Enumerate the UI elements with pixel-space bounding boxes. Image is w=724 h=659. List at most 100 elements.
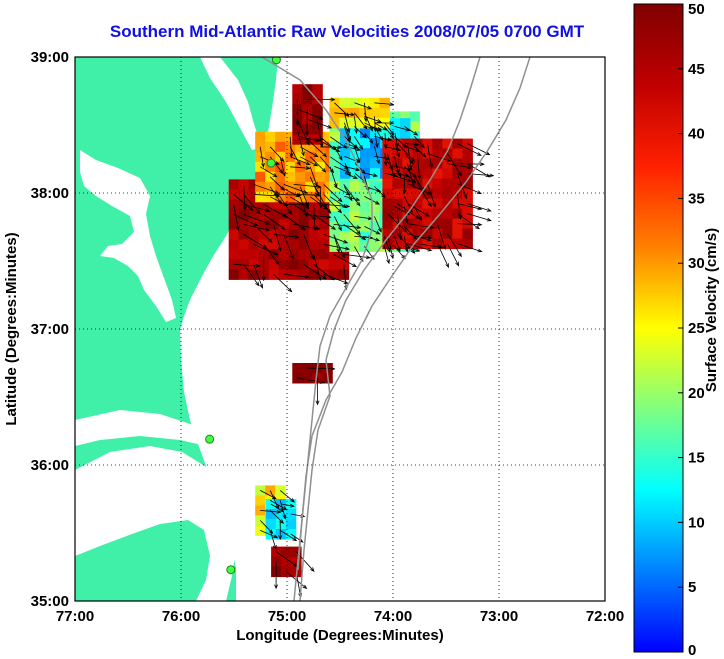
vector-head — [337, 145, 343, 150]
vector-head — [248, 206, 254, 212]
velocity-vector — [289, 146, 301, 166]
velocity-vector — [364, 112, 373, 131]
velocity-vector — [253, 184, 279, 194]
velocity-cell — [288, 209, 300, 220]
velocity-vector — [343, 214, 361, 235]
vector-head — [412, 173, 417, 179]
velocity-vector — [457, 203, 482, 210]
vector-head — [315, 226, 321, 231]
velocity-cell — [432, 168, 443, 180]
velocity-vector — [344, 196, 360, 201]
velocity-cell — [312, 124, 323, 135]
velocity-vector — [397, 143, 415, 162]
vector-head — [356, 201, 361, 207]
velocity-vector — [404, 172, 416, 184]
velocity-vector — [269, 186, 282, 204]
vector-head — [415, 214, 420, 219]
velocity-vector — [364, 122, 382, 132]
vector-head — [375, 200, 380, 205]
velocity-cell — [318, 249, 330, 260]
velocity-vector — [253, 244, 278, 256]
velocity-cell — [349, 201, 360, 212]
velocity-vector — [279, 156, 286, 176]
velocity-cell — [255, 171, 266, 183]
velocity-vector — [364, 116, 382, 123]
velocity-cell — [442, 138, 453, 150]
vector-head — [320, 380, 326, 384]
velocity-cell — [412, 218, 423, 230]
velocity-vector — [309, 196, 328, 210]
velocity-cell — [278, 239, 290, 250]
vector-head — [256, 209, 261, 215]
velocity-vector — [334, 166, 350, 173]
velocity-cell — [369, 107, 380, 119]
vector-head — [457, 252, 462, 258]
velocity-cell — [432, 208, 443, 220]
velocity-cell — [248, 249, 260, 260]
velocity-vector — [404, 152, 414, 164]
velocity-vector — [296, 99, 299, 126]
velocity-vector — [414, 136, 425, 148]
vector-head — [356, 147, 362, 152]
velocity-cell — [349, 191, 360, 202]
colorbar-tick-label: 35 — [688, 190, 705, 207]
velocity-vector — [404, 166, 417, 178]
vector-head — [390, 254, 394, 260]
velocity-vector — [343, 264, 347, 290]
vector-head — [476, 152, 482, 156]
vector-head — [338, 155, 343, 161]
velocity-vector — [407, 183, 431, 195]
colorbar-tick-label: 30 — [688, 255, 705, 272]
velocity-vector — [374, 116, 376, 132]
velocity-cell — [402, 168, 413, 180]
velocity-vector — [279, 490, 295, 503]
velocity-cell — [392, 148, 403, 160]
velocity-cell — [359, 201, 370, 212]
velocity-vector — [374, 102, 394, 105]
velocity-cell — [370, 168, 381, 179]
velocity-vector — [397, 203, 420, 219]
velocity-vector — [414, 176, 425, 192]
velocity-vector — [243, 214, 270, 225]
velocity-vector — [323, 244, 350, 250]
velocity-cell — [292, 84, 303, 95]
velocity-vector — [467, 163, 490, 178]
velocity-cell — [462, 148, 473, 160]
velocity-cell — [442, 168, 453, 180]
velocity-vector — [259, 166, 277, 178]
velocity-vector — [309, 176, 320, 197]
vector-head — [295, 193, 301, 198]
x-tick-label: 76:00 — [162, 608, 200, 625]
velocity-cell — [298, 219, 310, 230]
velocity-vector — [296, 119, 310, 145]
velocity-cell — [359, 211, 370, 222]
velocity-vector — [279, 196, 292, 215]
vector-head — [313, 181, 318, 187]
velocity-cell — [288, 249, 300, 260]
velocity-vector — [384, 133, 387, 149]
vector-head — [255, 263, 261, 268]
velocity-cell — [350, 138, 361, 149]
velocity-cell — [288, 239, 300, 250]
velocity-cell — [278, 259, 290, 270]
vector-head — [486, 217, 492, 222]
vector-head — [305, 274, 311, 279]
velocity-vector — [269, 146, 285, 162]
map-title: Southern Mid-Atlantic Raw Velocities 200… — [109, 22, 585, 41]
velocity-cell — [452, 228, 463, 240]
velocity-vector — [404, 246, 420, 252]
velocity-cell — [312, 84, 323, 95]
vector-head — [272, 544, 277, 550]
velocity-cell — [442, 218, 453, 230]
velocity-cell — [412, 208, 423, 220]
velocity-cell — [369, 201, 380, 212]
velocity-vector — [309, 156, 326, 173]
velocity-cell — [329, 151, 340, 162]
vector-head — [376, 127, 382, 132]
velocity-vector — [319, 186, 322, 209]
vector-head — [323, 205, 329, 210]
velocity-cell — [238, 249, 250, 260]
vector-head — [477, 222, 483, 227]
velocity-cell — [422, 198, 433, 210]
velocity-vector — [263, 214, 285, 230]
